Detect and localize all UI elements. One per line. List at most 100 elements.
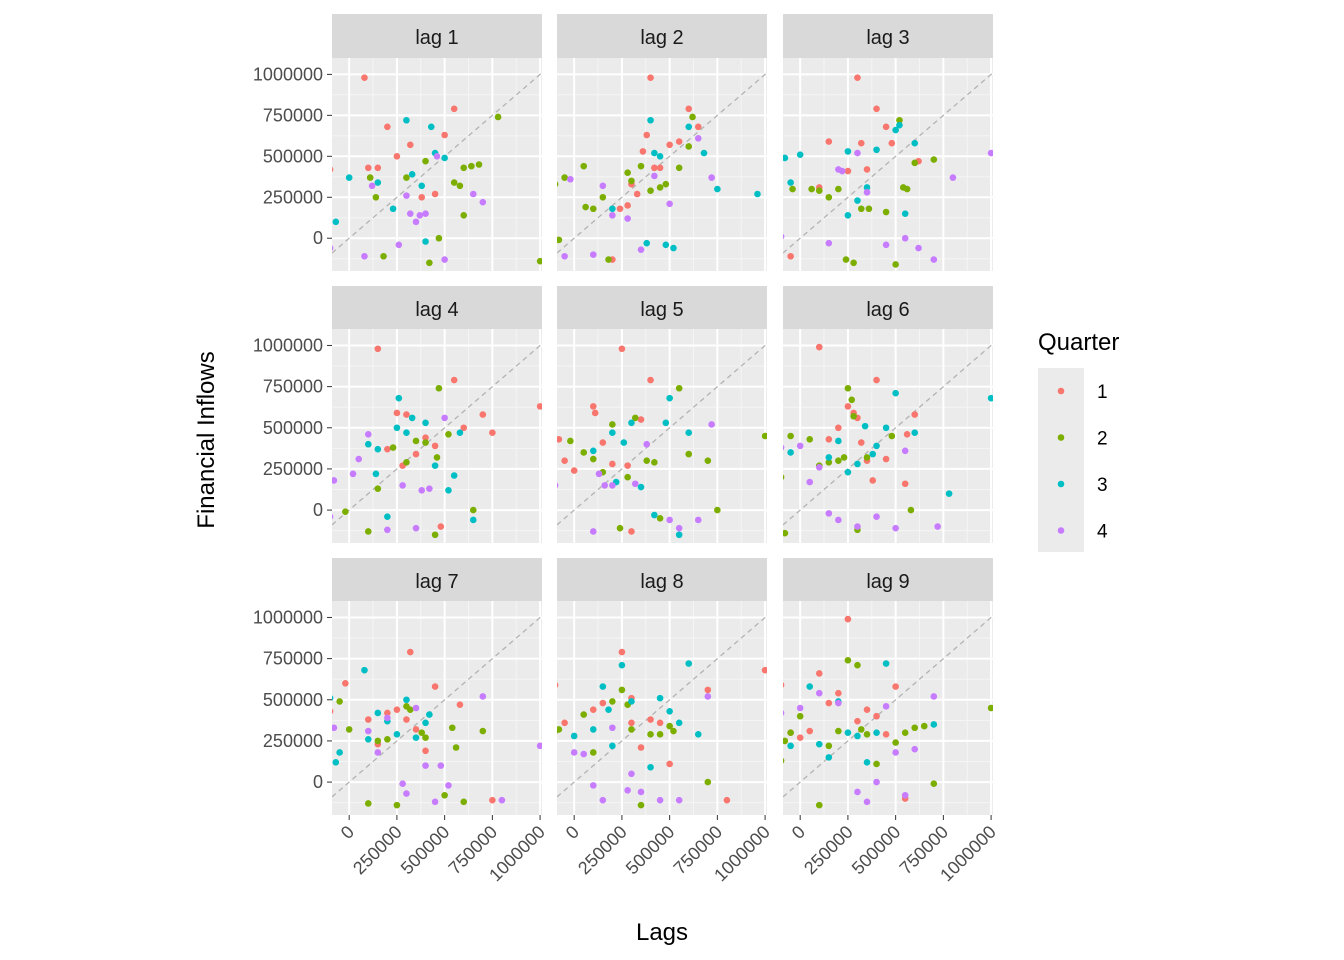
data-point [557,181,559,187]
data-point [789,185,796,193]
data-point [835,457,842,464]
data-point [628,177,635,185]
data-point [570,749,578,756]
data-point [412,734,420,741]
y-tick-label: 0 [313,500,323,520]
panel-plot-area [315,58,542,271]
data-point [873,376,880,384]
data-point [865,205,873,213]
data-point [873,513,880,520]
panel-plot-area [332,601,542,815]
data-point [854,732,861,740]
data-point [374,345,382,353]
data-point [435,384,443,392]
data-point [873,778,880,786]
data-point [393,409,401,417]
data-point [787,252,794,260]
data-point [628,698,635,705]
panel-plot-area [557,58,767,271]
data-point [384,123,391,131]
data-point [689,113,696,121]
panel-plot-area [774,601,993,815]
data-point [468,162,475,170]
data-point [609,724,616,732]
data-point [536,257,542,265]
data-point [835,689,842,697]
facet-strip [783,286,993,330]
reference-line [783,72,993,254]
data-point [393,153,401,160]
data-point [460,424,468,432]
data-point [685,143,693,150]
data-point [783,529,789,537]
data-point [850,412,857,420]
data-point [452,744,460,751]
data-point [633,190,641,198]
data-point [561,252,568,260]
data-point [427,123,435,131]
data-point [774,688,781,695]
data-point [399,482,406,489]
data-point [332,513,334,520]
data-point [892,389,899,397]
data-point [643,440,651,448]
data-point [323,210,330,217]
data-point [835,185,842,193]
facet-panel: lag 3 [772,14,993,271]
data-point [666,760,673,768]
facet-strip [557,558,767,602]
data-point [469,506,477,514]
data-point [618,345,626,353]
data-point [643,457,651,464]
data-point [542,395,549,402]
data-point [489,429,496,437]
y-tick-label: 0 [313,228,323,248]
reference-line [557,72,767,254]
data-point [441,154,448,162]
data-point [772,194,779,201]
data-point [609,460,616,468]
data-point [570,467,578,474]
data-point [628,419,635,427]
data-point [361,666,368,674]
data-point [628,726,635,733]
panel-plot-area [557,601,767,815]
y-tick-label: 500000 [263,690,323,710]
data-point [651,511,658,519]
data-point [714,506,721,514]
panel-background [783,329,993,543]
data-point [930,721,938,728]
panel-plot-area [772,58,993,271]
data-point [374,737,382,745]
data-point [342,680,349,687]
data-point [639,148,647,155]
data-point [787,742,794,750]
data-point [838,167,846,175]
data-point [901,210,909,217]
data-point [422,719,429,727]
data-point [882,703,890,710]
data-point [445,431,452,438]
data-point [844,468,852,476]
panel-background [332,601,542,815]
y-tick-label: 750000 [263,649,323,669]
data-point [599,193,607,201]
data-point [406,706,414,713]
data-point [783,154,789,162]
data-point [694,134,702,142]
data-point [666,141,673,149]
data-point [441,791,448,799]
data-point [580,162,588,170]
data-point [911,745,919,753]
data-point [637,788,645,796]
data-point [835,437,842,445]
data-point [647,187,654,195]
facet-panel: lag 7 [332,558,542,815]
data-point [704,686,712,694]
data-point [315,253,322,260]
data-point [384,709,391,717]
data-point [557,435,563,443]
data-point [844,148,852,155]
data-point [783,444,785,451]
data-point [896,121,903,129]
